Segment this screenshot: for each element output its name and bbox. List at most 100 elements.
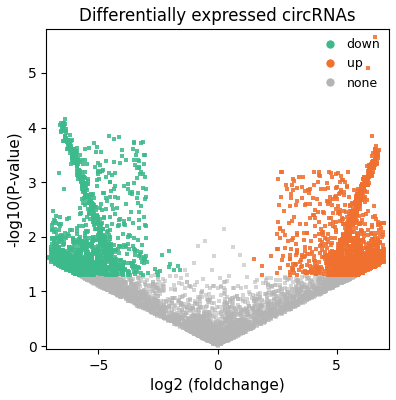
Point	[81, 266, 87, 273]
Point	[116, 160, 123, 167]
Point	[374, 250, 381, 256]
Point	[224, 334, 230, 341]
Point	[200, 327, 207, 333]
Point	[209, 332, 215, 339]
Point	[333, 282, 340, 288]
Point	[338, 280, 345, 286]
Point	[248, 323, 254, 329]
Point	[171, 318, 177, 324]
Point	[211, 327, 217, 333]
Point	[103, 285, 109, 292]
Point	[380, 257, 386, 264]
Point	[379, 259, 385, 265]
Point	[149, 310, 155, 316]
Point	[337, 254, 343, 260]
Point	[189, 324, 196, 331]
Point	[116, 291, 123, 297]
Point	[335, 271, 341, 277]
Point	[329, 278, 335, 284]
Point	[360, 252, 367, 258]
Point	[354, 212, 360, 218]
Point	[91, 244, 97, 250]
Point	[223, 335, 229, 342]
Point	[353, 268, 359, 275]
Point	[286, 276, 293, 282]
Point	[78, 178, 84, 184]
Point	[345, 229, 351, 235]
Point	[126, 292, 132, 298]
Point	[86, 268, 92, 275]
Point	[105, 273, 111, 279]
Point	[240, 306, 246, 313]
Point	[195, 317, 201, 323]
Point	[185, 316, 191, 322]
Point	[96, 162, 103, 168]
Point	[93, 279, 99, 286]
Point	[304, 251, 310, 257]
Point	[225, 328, 231, 334]
Point	[328, 281, 335, 287]
Point	[151, 295, 157, 301]
Point	[259, 263, 265, 270]
Point	[282, 280, 288, 287]
Point	[164, 314, 171, 320]
Point	[169, 306, 175, 313]
Point	[345, 268, 351, 274]
Point	[93, 272, 99, 279]
Point	[336, 265, 343, 271]
Point	[187, 328, 193, 334]
Point	[200, 318, 206, 324]
Point	[342, 262, 348, 268]
Point	[103, 280, 109, 286]
Point	[55, 237, 62, 244]
Point	[197, 297, 203, 304]
Point	[307, 186, 314, 192]
Point	[327, 273, 334, 279]
Point	[63, 255, 70, 261]
Point	[205, 322, 211, 328]
Point	[323, 283, 329, 290]
Point	[367, 252, 373, 259]
Point	[211, 339, 218, 345]
Point	[196, 304, 203, 310]
Point	[64, 262, 70, 269]
Point	[319, 287, 326, 293]
Point	[235, 332, 241, 338]
Point	[131, 138, 137, 145]
Point	[51, 229, 57, 235]
Point	[339, 177, 345, 184]
Point	[281, 293, 287, 299]
Point	[123, 243, 129, 250]
Point	[304, 272, 310, 278]
Point	[360, 180, 366, 187]
Point	[292, 286, 298, 292]
Point	[215, 324, 222, 330]
Point	[218, 340, 224, 346]
Point	[326, 265, 332, 272]
Point	[234, 324, 240, 331]
Point	[356, 263, 363, 270]
Point	[349, 246, 356, 252]
Point	[340, 176, 346, 183]
Point	[356, 264, 363, 271]
Point	[99, 220, 106, 226]
Point	[125, 285, 131, 291]
Point	[136, 290, 142, 296]
Point	[82, 267, 89, 274]
Point	[120, 286, 126, 292]
Point	[225, 329, 231, 335]
Point	[132, 280, 138, 287]
Point	[364, 264, 370, 270]
Point	[328, 215, 335, 222]
Point	[300, 292, 306, 299]
Point	[229, 320, 235, 327]
Point	[368, 265, 374, 271]
Point	[208, 336, 215, 343]
Point	[100, 283, 107, 289]
Point	[200, 314, 206, 320]
Point	[148, 306, 154, 312]
Point	[103, 284, 110, 291]
Point	[135, 288, 141, 295]
Point	[219, 308, 225, 314]
Point	[293, 246, 300, 253]
